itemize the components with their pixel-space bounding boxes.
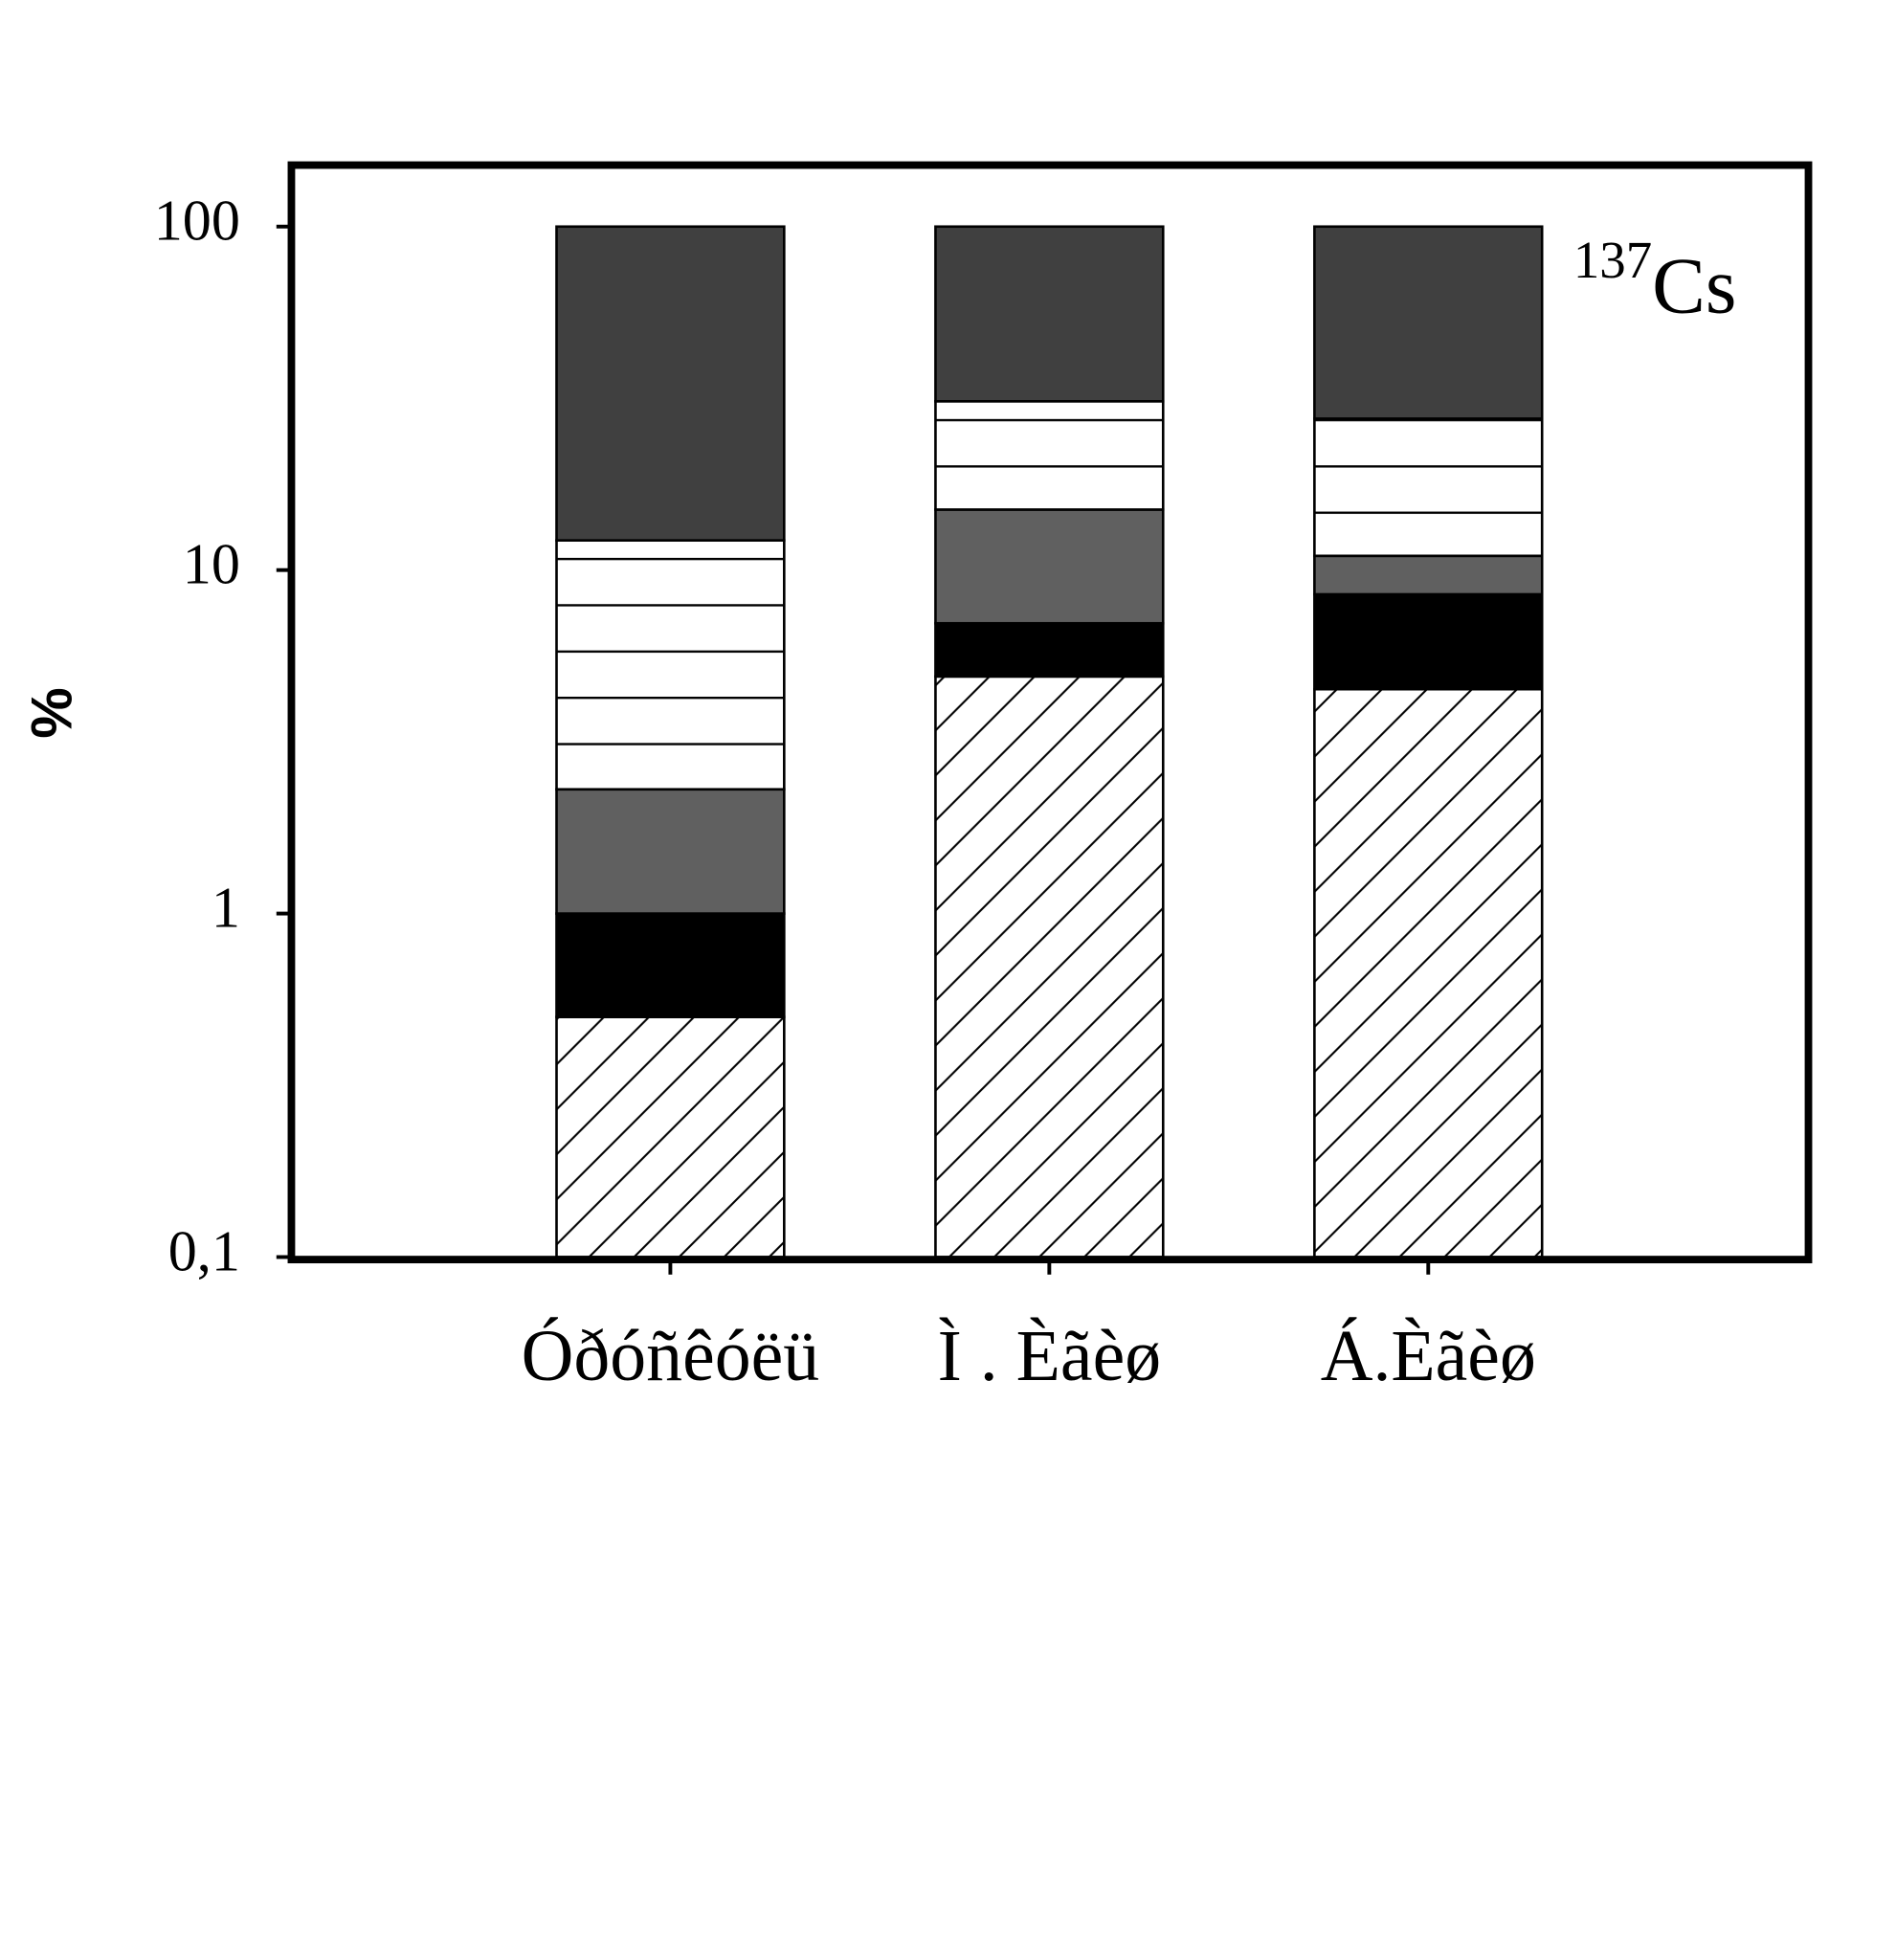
bar-segment bbox=[555, 539, 786, 791]
bar-segment bbox=[934, 508, 1165, 625]
y-axis-label: % bbox=[20, 687, 84, 738]
bar-segment bbox=[1313, 687, 1544, 1258]
bar-segment bbox=[555, 1015, 786, 1258]
x-tick-label: Ì . Èãèø bbox=[938, 1316, 1162, 1396]
annotation: 137Cs bbox=[1573, 231, 1737, 331]
y-tick-label: 10 bbox=[183, 532, 240, 596]
bar-segment bbox=[1313, 225, 1544, 420]
y-tick-label: 1 bbox=[212, 876, 240, 940]
bar-segment bbox=[555, 788, 786, 915]
y-tick-label: 100 bbox=[154, 189, 240, 254]
x-tick-label: Óðóñêóëü bbox=[522, 1316, 819, 1396]
bar-segment bbox=[934, 400, 1165, 511]
bar-segment bbox=[934, 675, 1165, 1258]
bar-segment bbox=[1313, 592, 1544, 691]
bar-segment bbox=[555, 912, 786, 1018]
plot-frame bbox=[287, 161, 1813, 1264]
bar-segment bbox=[934, 225, 1165, 403]
bar-segment bbox=[1313, 554, 1544, 596]
annotation-superscript: 137 bbox=[1573, 231, 1652, 289]
bar-segment bbox=[1313, 417, 1544, 558]
y-tick-label: 0,1 bbox=[168, 1219, 240, 1283]
bar-segment bbox=[934, 621, 1165, 679]
bar-segment bbox=[555, 225, 786, 542]
annotation-text: Cs bbox=[1652, 242, 1736, 331]
x-tick-label: Á.Èãèø bbox=[1321, 1316, 1536, 1396]
